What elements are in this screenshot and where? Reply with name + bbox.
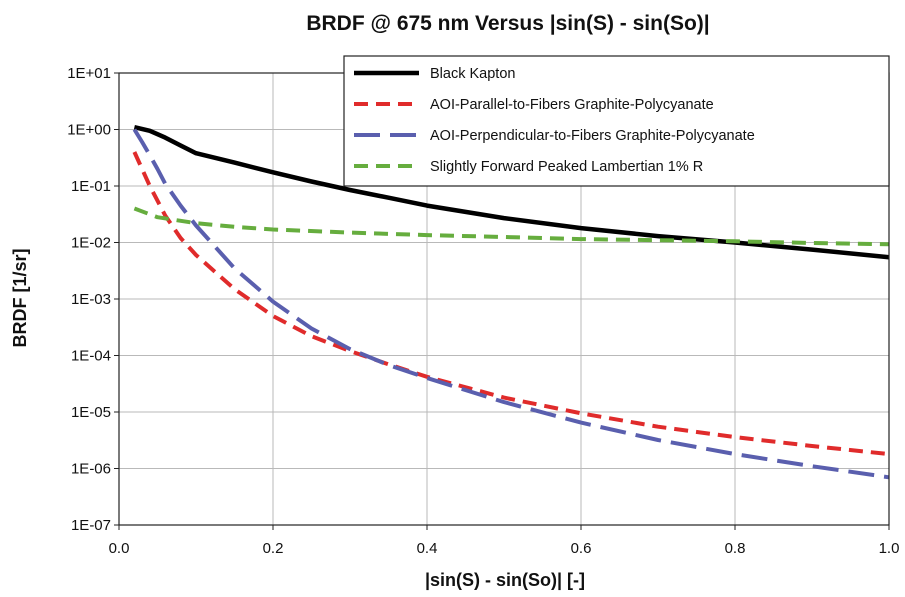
series-line-4 (133, 206, 890, 247)
x-axis-title: |sin(S) - sin(So)| [-] (425, 570, 585, 590)
x-tick-label: 0.4 (417, 540, 438, 557)
y-tick-label: 1E-01 (71, 178, 111, 195)
x-tick-label: 0.2 (263, 540, 284, 557)
legend-label-2: AOI-Parallel-to-Fibers Graphite-Polycyan… (430, 97, 714, 113)
series-line-3 (132, 128, 890, 480)
y-tick-label: 1E-06 (71, 461, 111, 478)
legend-box (343, 55, 890, 187)
legend-label-4: Slightly Forward Peaked Lambertian 1% R (430, 159, 703, 175)
x-tick-label: 1.0 (879, 540, 900, 557)
y-tick-label: 1E+01 (67, 65, 111, 82)
legend-label-3: AOI-Perpendicular-to-Fibers Graphite-Pol… (430, 128, 755, 144)
legend: Black Kapton AOI-Parallel-to-Fibers Graph… (343, 55, 890, 187)
x-tick-label: 0.6 (571, 540, 592, 557)
y-tick-label: 1E-07 (71, 517, 111, 534)
legend-label-1: Black Kapton (430, 66, 515, 82)
chart-title: BRDF @ 675 nm Versus |sin(S) - sin(So)| (306, 12, 709, 35)
y-axis-title: BRDF [1/sr] (10, 248, 30, 347)
tick-labels: 0.0 0.2 0.4 0.6 0.8 1.0 1E-07 1E-06 1E-05 1E-04 1E… (67, 65, 899, 557)
series-line-2 (132, 151, 890, 457)
x-tick-label: 0.0 (109, 540, 130, 557)
y-tick-label: 1E-05 (71, 404, 111, 421)
x-tick-label: 0.8 (725, 540, 746, 557)
y-tick-label: 1E-03 (71, 291, 111, 308)
series-line-1 (133, 125, 890, 260)
y-tick-label: 1E+00 (67, 122, 111, 139)
y-tick-label: 1E-02 (71, 235, 111, 252)
series-layer (132, 125, 890, 480)
y-tick-label: 1E-04 (71, 348, 111, 365)
